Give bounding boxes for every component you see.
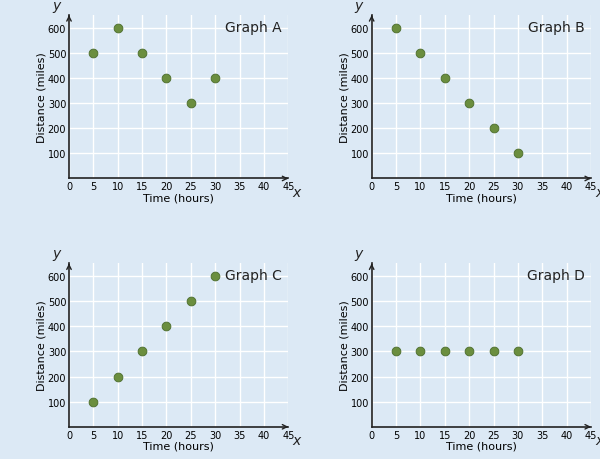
Point: [137, 50, 147, 57]
Y-axis label: Distance (miles): Distance (miles): [339, 300, 349, 391]
Point: [113, 373, 122, 381]
Point: [89, 50, 98, 57]
Point: [440, 348, 449, 355]
Point: [416, 50, 425, 57]
Point: [513, 348, 523, 355]
Point: [440, 75, 449, 83]
Text: x: x: [595, 185, 600, 200]
Y-axis label: Distance (miles): Distance (miles): [37, 300, 46, 391]
Y-axis label: Distance (miles): Distance (miles): [339, 52, 349, 143]
Point: [416, 348, 425, 355]
Point: [513, 151, 523, 158]
Point: [489, 348, 499, 355]
Point: [161, 323, 171, 330]
Text: y: y: [52, 0, 60, 13]
Point: [113, 25, 122, 32]
Text: y: y: [355, 0, 363, 13]
Point: [211, 75, 220, 83]
Point: [211, 273, 220, 280]
Point: [186, 100, 196, 107]
Point: [137, 348, 147, 355]
Point: [161, 75, 171, 83]
Point: [391, 348, 401, 355]
Point: [464, 348, 474, 355]
Y-axis label: Distance (miles): Distance (miles): [37, 52, 46, 143]
Text: x: x: [595, 433, 600, 448]
X-axis label: Time (hours): Time (hours): [143, 193, 214, 203]
Text: y: y: [355, 246, 363, 261]
X-axis label: Time (hours): Time (hours): [446, 441, 517, 451]
Text: Graph B: Graph B: [527, 21, 584, 35]
Text: Graph A: Graph A: [225, 21, 282, 35]
X-axis label: Time (hours): Time (hours): [446, 193, 517, 203]
Text: x: x: [293, 433, 301, 448]
Text: x: x: [293, 185, 301, 200]
Point: [489, 125, 499, 133]
Point: [464, 100, 474, 107]
Text: Graph D: Graph D: [527, 269, 584, 283]
Text: y: y: [52, 246, 60, 261]
X-axis label: Time (hours): Time (hours): [143, 441, 214, 451]
Point: [391, 25, 401, 32]
Point: [186, 298, 196, 305]
Point: [89, 398, 98, 405]
Text: Graph C: Graph C: [225, 269, 282, 283]
